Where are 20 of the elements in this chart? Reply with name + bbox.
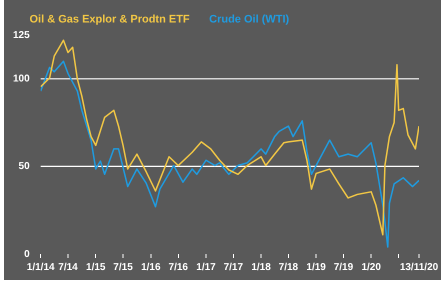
text: Oil & Gas Explor & Prodtn ETF	[30, 14, 190, 26]
x-tick-label: 1/19	[306, 262, 326, 273]
x-tick-label: 1/18	[251, 262, 272, 273]
text: Crude Oil (WTI)	[209, 14, 290, 26]
x-tick-label: 1/15	[86, 262, 106, 273]
x-tick-label: 1/1/14	[26, 262, 56, 273]
x-tick-label: 1/16	[141, 262, 161, 273]
x-tick-label: 7/17	[224, 262, 244, 273]
x-tick-label: 7/15	[113, 262, 134, 273]
y-tick-label: 0	[24, 248, 30, 260]
x-tick-label: 1/20	[361, 262, 382, 273]
x-tick-label: 7/18	[278, 262, 299, 273]
x-tick-label: 13/11/20	[400, 262, 439, 273]
y-tick-label: 125	[12, 30, 30, 41]
x-tick-label: 7/19	[334, 262, 354, 273]
x-tick-label: 7/14	[58, 262, 78, 273]
x-tick-label: 1/17	[196, 262, 216, 273]
y-tick-label: 100	[12, 74, 30, 85]
x-tick-label: 7/16	[168, 262, 188, 273]
y-tick-label: 50	[18, 161, 30, 172]
